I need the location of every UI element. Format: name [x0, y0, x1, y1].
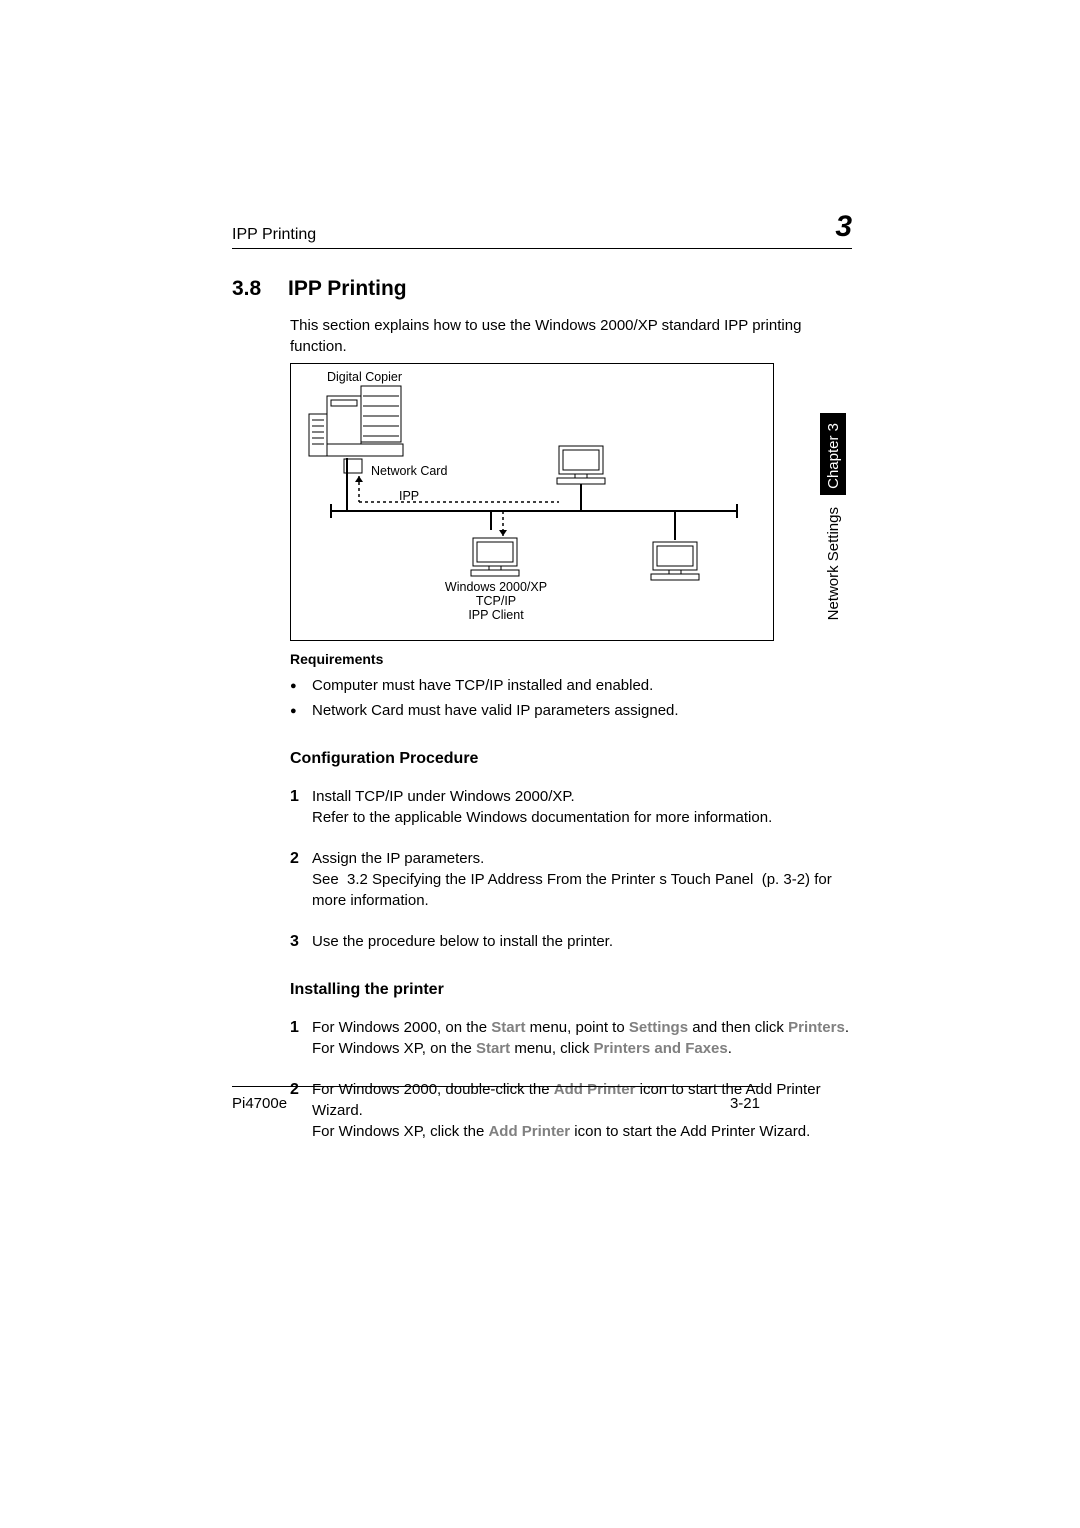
chapter-number: 3 — [835, 210, 852, 244]
label-client-block: Windows 2000/XP TCP/IP IPP Client — [411, 580, 581, 622]
requirement-item: Network Card must have valid IP paramete… — [290, 700, 852, 723]
config-heading: Configuration Procedure — [290, 750, 852, 768]
ui-printers: Printers — [788, 1019, 845, 1036]
page-footer: Pi4700e 3-21 — [232, 1086, 760, 1112]
step-text: For Windows 2000, on the Start menu, poi… — [312, 1017, 852, 1059]
monitor-icon — [469, 536, 521, 578]
label-client-ipp: IPP Client — [411, 608, 581, 622]
step-text: Install TCP/IP under Windows 2000/XP.Ref… — [312, 786, 852, 828]
config-steps: 1 Install TCP/IP under Windows 2000/XP.R… — [290, 786, 852, 953]
section-number: 3.8 — [232, 277, 288, 301]
section-intro: This section explains how to use the Win… — [290, 315, 852, 357]
label-ipp: IPP — [399, 489, 419, 503]
ui-add-printer: Add Printer — [488, 1123, 570, 1140]
label-client-protocol: TCP/IP — [411, 594, 581, 608]
section-heading: IPP Printing — [288, 277, 407, 300]
footer-page-number: 3-21 — [730, 1095, 760, 1112]
config-step: 2 Assign the IP parameters.See 3.2 Speci… — [290, 848, 852, 911]
footer-model: Pi4700e — [232, 1095, 287, 1112]
ui-start: Start — [491, 1019, 525, 1036]
requirements-list: Computer must have TCP/IP installed and … — [290, 675, 852, 722]
step-number: 3 — [290, 931, 312, 953]
page-content: IPP Printing 3 3.8IPP Printing This sect… — [232, 210, 852, 1162]
install-heading: Installing the printer — [290, 981, 852, 999]
step-text: Use the procedure below to install the p… — [312, 931, 852, 953]
requirements-heading: Requirements — [290, 651, 852, 667]
ui-settings: Settings — [629, 1019, 688, 1036]
config-step: 1 Install TCP/IP under Windows 2000/XP.R… — [290, 786, 852, 828]
step-number: 2 — [290, 848, 312, 911]
side-tab: Chapter 3 Network Settings — [820, 413, 846, 631]
page-header: IPP Printing 3 — [232, 210, 852, 249]
side-chapter-label: Chapter 3 — [825, 423, 842, 489]
step-text: Assign the IP parameters.See 3.2 Specify… — [312, 848, 852, 911]
header-title: IPP Printing — [232, 226, 316, 244]
label-client-os: Windows 2000/XP — [411, 580, 581, 594]
network-diagram: Digital Copier Network Card — [290, 363, 774, 641]
install-steps: 1 For Windows 2000, on the Start menu, p… — [290, 1017, 852, 1142]
monitor-icon — [649, 540, 701, 582]
section-title: 3.8IPP Printing — [232, 277, 852, 301]
ui-printers-faxes: Printers and Faxes — [594, 1040, 728, 1057]
step-number: 1 — [290, 1017, 312, 1059]
config-step: 3 Use the procedure below to install the… — [290, 931, 852, 953]
step-number: 1 — [290, 786, 312, 828]
ui-start: Start — [476, 1040, 510, 1057]
requirement-item: Computer must have TCP/IP installed and … — [290, 675, 852, 698]
monitor-icon — [555, 444, 607, 486]
install-step: 1 For Windows 2000, on the Start menu, p… — [290, 1017, 852, 1059]
side-section-label: Network Settings — [825, 507, 842, 620]
